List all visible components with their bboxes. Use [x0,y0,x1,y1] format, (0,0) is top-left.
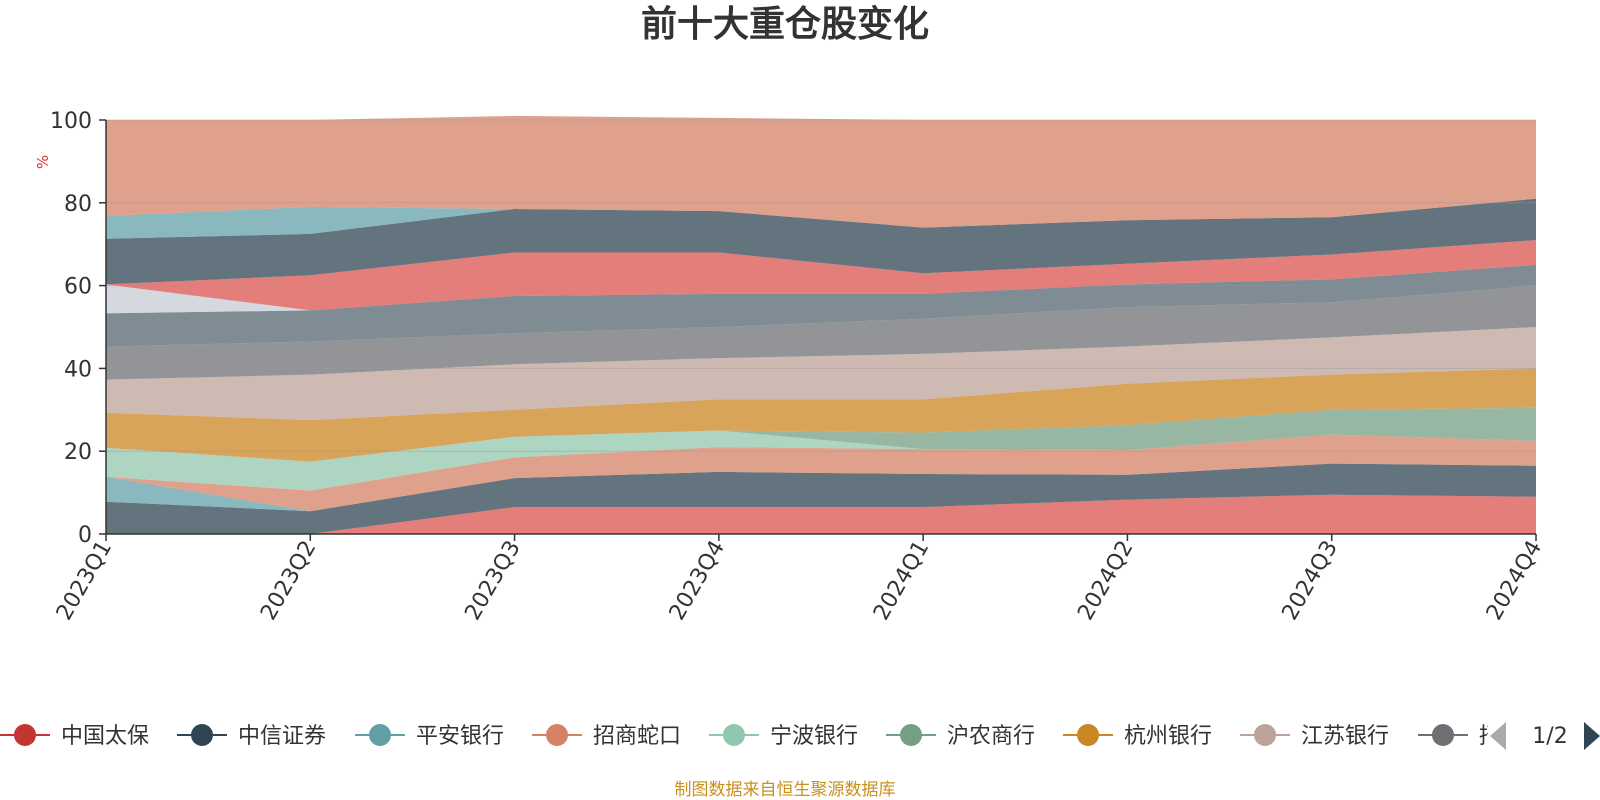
source-note: 制图数据来自恒生聚源数据库 [675,780,896,800]
y-axis-label: % [34,155,52,169]
legend-items: 中国太保 中信证券 平安银行 招商蛇口 宁波银行 沪农商行 杭州银行 江苏银行 招 [0,724,1501,749]
area-series-15 [106,115,1536,228]
triangle-left-icon[interactable] [1490,722,1506,750]
x-tick-label: 2024Q4 [1482,537,1547,625]
x-tick-label: 2024Q2 [1073,537,1138,625]
legend-item[interactable]: 平安银行 [355,724,504,749]
gridlines [106,119,1536,452]
legend-swatch-dot [1432,724,1454,746]
legend-swatch-dot [369,724,391,746]
triangle-right-icon[interactable] [1584,722,1600,750]
area-series-11 [106,264,1536,314]
legend: 中国太保 中信证券 平安银行 招商蛇口 宁波银行 沪农商行 杭州银行 江苏银行 招 1/2 [0,722,1600,750]
area-series-5 [106,430,1536,491]
legend-item[interactable]: 杭州银行 [1063,724,1212,749]
area-series-10 [106,264,1536,347]
legend-label: 中信证券 [238,724,326,749]
area-series-8 [106,327,1536,421]
legend-item[interactable]: 江苏银行 [1240,724,1389,749]
chart-title: 前十大重仓股变化 [641,3,929,45]
legend-label: 招 [1479,724,1501,749]
y-tick-label: 100 [50,109,92,134]
y-tick-label: 80 [64,192,92,217]
legend-item[interactable]: 宁波银行 [709,724,858,749]
legend-item[interactable]: 中信证券 [177,724,326,749]
legend-item[interactable]: 招 [1418,724,1501,749]
legend-page-indicator: 1/2 [1532,724,1567,749]
y-tick-label: 60 [64,275,92,300]
area-series-7 [106,368,1536,462]
legend-swatch-dot [723,724,745,746]
area-series-12 [106,240,1536,311]
x-tick-label: 2023Q2 [256,537,321,625]
legend-label: 招商蛇口 [593,724,681,749]
area-series-14 [106,198,1536,239]
legend-item[interactable]: 招商蛇口 [532,724,681,749]
area-series-9 [106,285,1536,380]
area-series-3 [106,463,1536,512]
y-tick-label: 0 [78,523,92,548]
legend-swatch-dot [14,724,36,746]
legend-label: 平安银行 [416,724,504,749]
legend-label: 宁波银行 [770,724,858,749]
legend-label: 沪农商行 [947,724,1035,749]
x-tick-label: 2023Q1 [52,537,117,625]
x-tick-label: 2024Q3 [1278,537,1343,625]
legend-swatch-dot [1077,724,1099,746]
legend-swatch-dot [1254,724,1276,746]
area-series-4 [106,434,1536,512]
area-series-2 [106,463,1536,534]
area-series-1 [106,494,1536,534]
legend-swatch-dot [546,724,568,746]
area-series-13 [106,198,1536,285]
legend-swatch-dot [191,724,213,746]
legend-item[interactable]: 中国太保 [0,724,149,749]
x-tick-label: 2024Q1 [869,537,934,625]
legend-label: 江苏银行 [1301,724,1389,749]
legend-label: 中国太保 [61,724,149,749]
area-series-group [106,115,1536,534]
y-tick-label: 40 [64,357,92,382]
x-tick-label: 2023Q3 [460,537,525,625]
area-series-6 [106,407,1536,462]
x-tick-label: 2023Q4 [665,537,730,625]
legend-item[interactable]: 沪农商行 [886,724,1035,749]
legend-label: 杭州银行 [1124,724,1212,749]
y-tick-label: 20 [64,440,92,465]
legend-swatch-dot [900,724,922,746]
